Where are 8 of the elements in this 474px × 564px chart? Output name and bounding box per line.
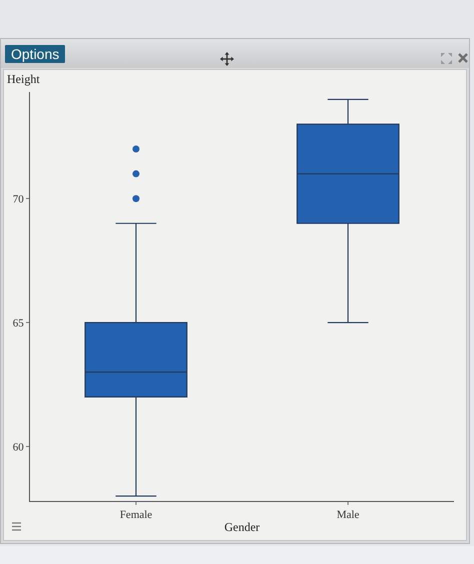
y-tick-label: 65 — [12, 317, 24, 330]
x-axis-title: Gender — [224, 520, 260, 534]
x-tick-label: Male — [336, 509, 360, 522]
y-tick-label: 60 — [12, 441, 24, 454]
y-tick-label: 70 — [12, 193, 24, 206]
x-tick-label: Female — [120, 509, 152, 522]
y-axis-title: Height — [7, 72, 40, 86]
options-button: Options — [5, 45, 66, 63]
